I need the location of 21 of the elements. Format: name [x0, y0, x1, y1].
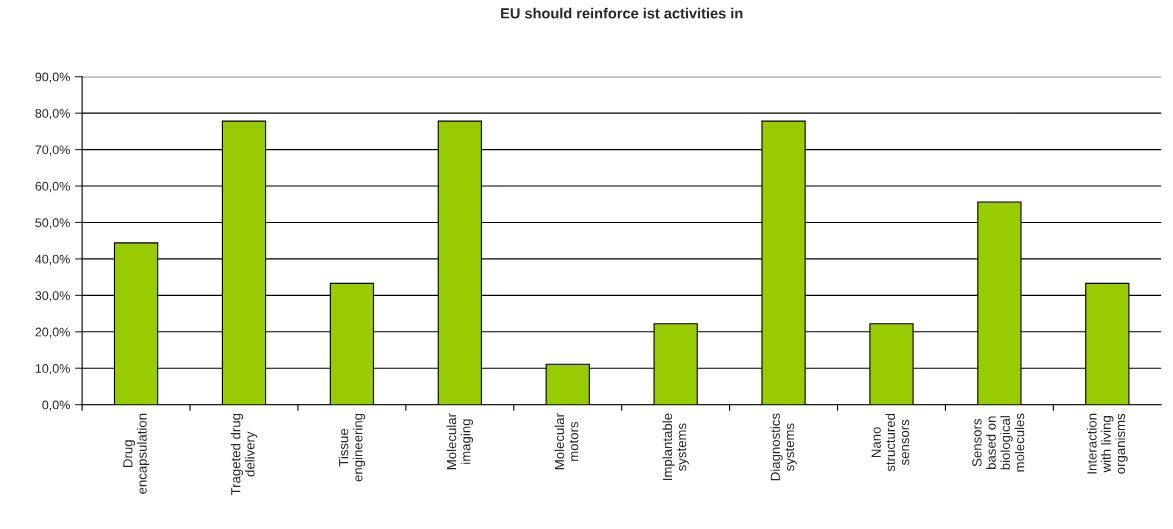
- y-tick-label: 20,0%: [35, 327, 70, 338]
- x-tick-label: Sensors based on biological molecules: [972, 413, 1025, 472]
- y-tick-label: 50,0%: [35, 218, 70, 229]
- x-tick-label: Tissue engineering: [338, 413, 366, 482]
- y-tick-label: 0,0%: [42, 400, 70, 411]
- y-tick-label: 80,0%: [35, 108, 70, 120]
- x-tick-label: Trageted drug delivery: [230, 413, 258, 496]
- y-tick-label: 10,0%: [35, 364, 70, 375]
- x-tick-label: Molecular motors: [554, 413, 579, 470]
- x-tick-label: Drug encapsulation: [123, 413, 150, 494]
- chart-title: EU should reinforce ist activities in: [501, 7, 743, 19]
- x-tick-label: Implantable systems: [662, 413, 689, 481]
- x-tick-label: Nano structured sensors: [871, 413, 910, 472]
- y-tick-label: 40,0%: [35, 254, 70, 266]
- x-tick-label: Interaction with living organisms: [1086, 413, 1128, 474]
- y-tick-label: 60,0%: [35, 181, 70, 193]
- y-tick-label: 70,0%: [35, 145, 70, 156]
- y-tick-label: 90,0%: [35, 72, 70, 83]
- y-tick-label: 30,0%: [35, 291, 70, 302]
- x-tick-label: Molecular imaging: [446, 413, 474, 470]
- x-tick-label: Diagnostics systems: [770, 413, 797, 481]
